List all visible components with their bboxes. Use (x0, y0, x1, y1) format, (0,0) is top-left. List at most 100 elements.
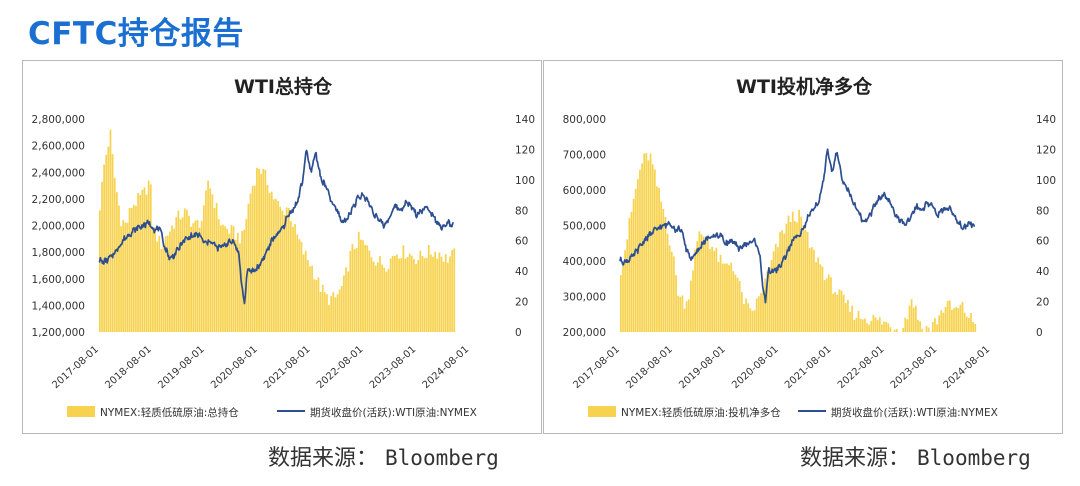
bar (704, 238, 707, 332)
bar (887, 323, 890, 332)
bar (177, 210, 180, 332)
bar (645, 153, 648, 332)
bar (910, 299, 913, 332)
legend-line-label: 期货收盘价(活跃):WTI原油:NYMEX (310, 406, 477, 419)
bar (270, 191, 273, 332)
legend-bar-label: NYMEX:轻质低硫原油:总持仓 (100, 406, 239, 419)
bar (747, 303, 750, 332)
y-left-tick-label: 600,000 (563, 185, 606, 197)
legend-bar-swatch (588, 406, 616, 417)
bar (726, 263, 728, 332)
legend-line-label: 期货收盘价(活跃):WTI原油:NYMEX (831, 406, 998, 419)
bar (946, 300, 949, 332)
bar (113, 177, 116, 332)
bar (434, 251, 437, 332)
bar (444, 254, 447, 332)
bar (842, 294, 845, 332)
bar (181, 217, 184, 332)
y-left-tick-label: 400,000 (563, 256, 606, 268)
bar (908, 305, 911, 332)
bar (849, 311, 851, 332)
chart-net-long-svg: WTI投机净多仓 200,000 300,000 400,000 500,000 600,… (563, 75, 1056, 419)
bar (186, 209, 188, 332)
bar (972, 321, 975, 332)
bar (101, 181, 103, 332)
bar (391, 256, 394, 332)
bar (859, 318, 862, 332)
bar (912, 307, 915, 332)
bar (777, 247, 779, 332)
bar (762, 290, 764, 332)
bar (152, 229, 154, 332)
y-right-tick-label: 20 (515, 297, 528, 309)
bar (653, 169, 656, 332)
bar (677, 295, 680, 332)
bar (253, 185, 256, 332)
bar (149, 184, 152, 332)
bar (410, 255, 413, 332)
y-left-tick-label: 1,400,000 (32, 300, 85, 312)
bar (283, 215, 286, 332)
bar (175, 217, 178, 332)
bar (258, 168, 260, 332)
y-left-tick-label: 1,600,000 (32, 274, 85, 286)
bar (268, 192, 271, 332)
bar (372, 261, 375, 332)
x-tick-label: 2018-08-01 (624, 344, 675, 391)
bar (664, 217, 667, 332)
y-right-tick-label: 40 (515, 266, 528, 278)
y-right-tick-label: 40 (1036, 266, 1049, 278)
y-right-tick-label: 100 (515, 175, 535, 187)
legend-bar-swatch (67, 406, 95, 417)
bar (357, 231, 360, 332)
bar (421, 256, 424, 332)
bar (641, 163, 643, 332)
bar (825, 278, 828, 332)
bar (868, 324, 871, 332)
bar (111, 154, 114, 332)
y-right-tick-label: 0 (515, 327, 522, 339)
bar (226, 228, 229, 332)
bar (874, 317, 877, 332)
bar (732, 271, 735, 332)
bar (338, 289, 341, 332)
bar (919, 321, 921, 332)
bar (870, 320, 873, 332)
bar (813, 249, 815, 332)
bar (628, 218, 631, 332)
bar (785, 223, 788, 332)
bar (834, 292, 837, 332)
bar (432, 256, 434, 332)
y-right-tick-label: 120 (515, 144, 535, 156)
bar (823, 280, 826, 332)
bar (366, 245, 369, 332)
bar (940, 310, 943, 332)
bar (728, 265, 730, 332)
bar (749, 308, 752, 332)
bar (262, 168, 265, 332)
bar (389, 258, 392, 332)
bar (904, 317, 907, 332)
bar (936, 324, 938, 332)
bar (328, 305, 330, 332)
bar (287, 207, 290, 332)
bar (959, 304, 962, 332)
bar (800, 216, 803, 332)
bar (738, 281, 741, 332)
bar (696, 241, 699, 332)
bar (719, 254, 722, 332)
bar (857, 310, 860, 332)
bar (139, 194, 142, 332)
bar (709, 249, 711, 332)
bar (156, 241, 159, 332)
bar (715, 247, 718, 332)
bar (385, 271, 388, 332)
bar (713, 250, 716, 332)
bar (404, 258, 407, 332)
bar (330, 296, 333, 332)
bar (334, 297, 337, 332)
bar (277, 201, 279, 332)
bar (804, 229, 807, 332)
bar (789, 221, 792, 332)
bar (406, 256, 409, 332)
